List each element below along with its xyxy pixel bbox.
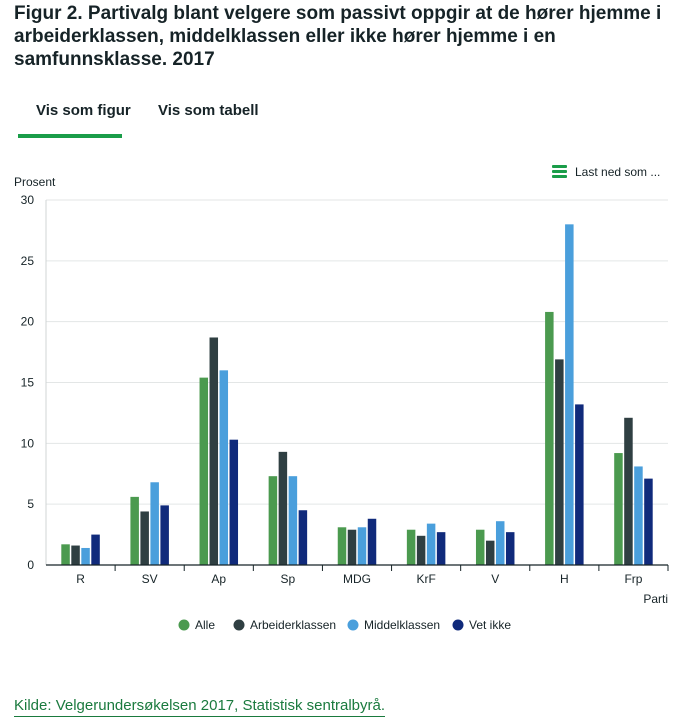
legend-marker bbox=[233, 619, 245, 631]
bar bbox=[140, 511, 149, 565]
bar bbox=[624, 417, 633, 565]
tab-show-as-figure[interactable]: Vis som figur bbox=[36, 102, 131, 119]
source-link[interactable]: Kilde: Velgerundersøkelsen 2017, Statist… bbox=[14, 697, 386, 717]
bar bbox=[406, 529, 416, 565]
legend-label: Middelklassen bbox=[364, 618, 440, 632]
bar bbox=[475, 529, 485, 565]
bar bbox=[347, 529, 357, 565]
bar bbox=[644, 478, 653, 565]
bar bbox=[485, 540, 495, 565]
y-axis-label: Prosent bbox=[14, 175, 56, 189]
bar bbox=[278, 451, 288, 565]
x-tick-label: SV bbox=[142, 572, 158, 586]
bar bbox=[575, 404, 584, 565]
x-tick-label: Sp bbox=[281, 572, 296, 586]
bar bbox=[416, 535, 426, 565]
view-tabs: Vis som figur Vis som tabell bbox=[14, 95, 674, 140]
download-menu-button[interactable]: Last ned som ... bbox=[552, 162, 660, 182]
tab-show-as-table[interactable]: Vis som tabell bbox=[158, 102, 259, 119]
y-tick-label: 10 bbox=[21, 436, 35, 450]
bar bbox=[61, 544, 70, 565]
bar bbox=[91, 534, 100, 565]
legend-marker bbox=[347, 619, 359, 631]
bar bbox=[130, 496, 139, 565]
bar bbox=[565, 224, 574, 566]
bar bbox=[268, 476, 278, 565]
bar bbox=[495, 521, 505, 565]
bar bbox=[199, 377, 209, 565]
legend-label: Alle bbox=[195, 618, 215, 632]
y-tick-label: 0 bbox=[27, 558, 34, 572]
bar bbox=[357, 527, 367, 565]
x-tick-label: KrF bbox=[416, 572, 435, 586]
legend-marker bbox=[452, 619, 464, 631]
bar bbox=[71, 545, 80, 565]
y-tick-label: 25 bbox=[21, 254, 35, 268]
x-axis-label: Parti bbox=[643, 592, 668, 606]
y-tick-label: 15 bbox=[21, 376, 35, 390]
bar-chart: 0 5 10 15 20 25 30 Prosent R SV Ap Sp MDG KrF V H FrpPar… bbox=[14, 175, 669, 632]
bar bbox=[209, 337, 219, 565]
bar bbox=[288, 476, 298, 565]
x-tick-label: Frp bbox=[624, 572, 642, 586]
y-tick-label: 5 bbox=[27, 497, 34, 511]
bar bbox=[367, 518, 377, 565]
legend-label: Arbeiderklassen bbox=[250, 618, 336, 632]
bar bbox=[634, 466, 643, 565]
bar bbox=[555, 359, 564, 565]
hamburger-menu-icon bbox=[552, 165, 567, 179]
active-tab-indicator bbox=[18, 134, 122, 138]
bar bbox=[337, 527, 347, 565]
y-tick-label: 20 bbox=[21, 315, 35, 329]
bar bbox=[81, 547, 90, 565]
bar bbox=[229, 439, 239, 565]
x-tick-label: MDG bbox=[343, 572, 371, 586]
y-tick-label: 30 bbox=[21, 193, 35, 207]
download-label: Last ned som ... bbox=[575, 165, 661, 179]
legend-label: Vet ikke bbox=[469, 618, 511, 632]
figure-title: Figur 2. Partivalg blant velgere som pas… bbox=[14, 3, 662, 70]
bar bbox=[219, 370, 229, 565]
bar bbox=[426, 523, 436, 565]
bar bbox=[505, 532, 515, 565]
bar bbox=[436, 532, 446, 565]
bar bbox=[150, 482, 159, 565]
x-tick-label: R bbox=[76, 572, 85, 586]
x-tick-label: Ap bbox=[211, 572, 226, 586]
bar bbox=[614, 453, 623, 565]
x-tick-label: H bbox=[560, 572, 569, 586]
legend-marker bbox=[178, 619, 190, 631]
bar bbox=[160, 505, 169, 565]
x-tick-label: V bbox=[491, 572, 499, 586]
bar bbox=[298, 510, 308, 565]
bar bbox=[545, 311, 554, 565]
